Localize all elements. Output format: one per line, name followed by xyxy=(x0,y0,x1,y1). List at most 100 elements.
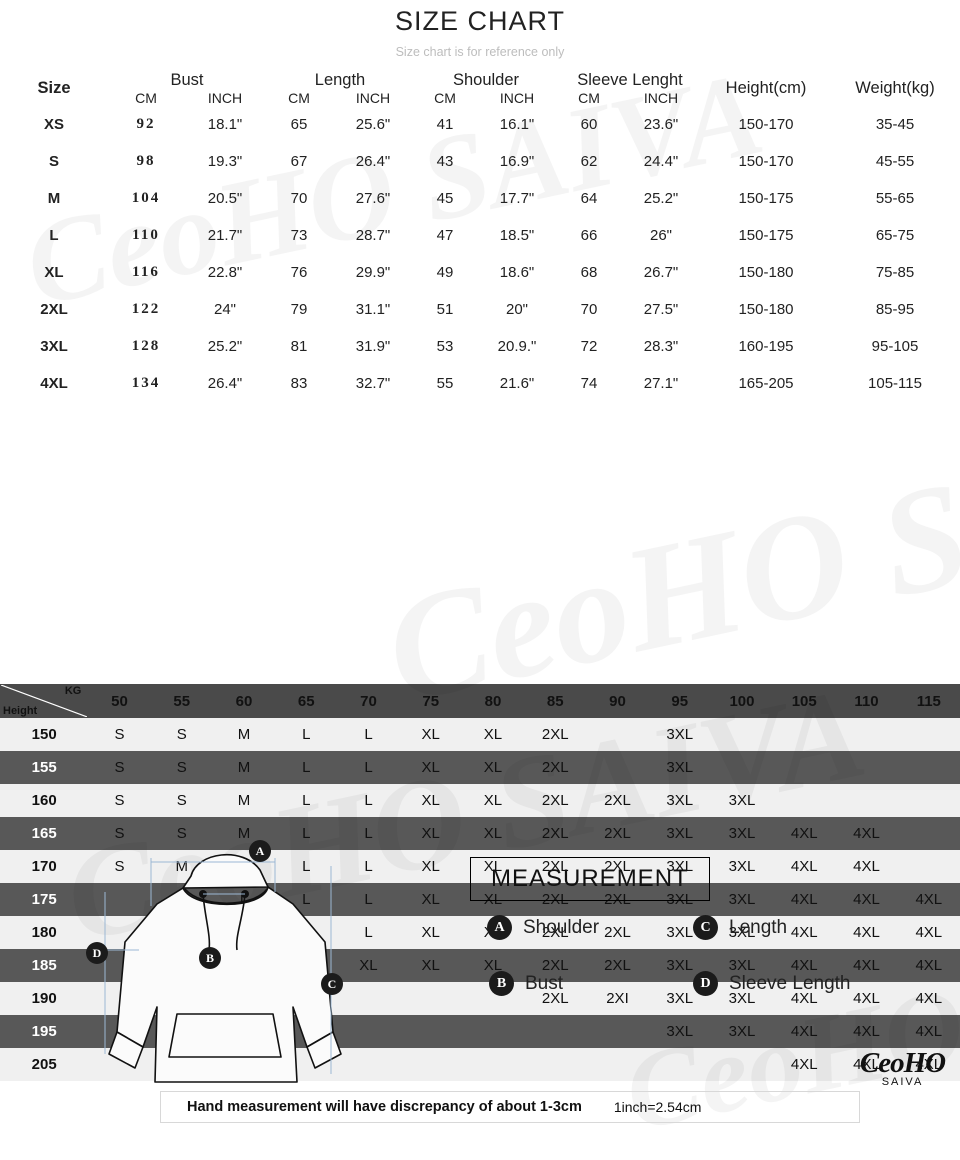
grid-cell: 4XL xyxy=(835,883,898,916)
cell-weight: 45-55 xyxy=(875,153,915,170)
unit-sleeve-inch: INCH xyxy=(643,90,679,106)
table-row: L 110 21.7" 73 28.7" 47 18.5" 66 26" 150… xyxy=(0,217,960,254)
cell-shoulder-inch: 16.9" xyxy=(499,153,535,170)
grid-cell: XL xyxy=(399,751,462,784)
grid-cell: 2XL xyxy=(524,982,587,1015)
grid-cell: L xyxy=(275,718,338,751)
cell-length-inch: 27.6" xyxy=(355,190,391,207)
cell-shoulder-cm: 47 xyxy=(436,227,454,244)
group-bust: Bust xyxy=(170,71,204,89)
measurement-section: A B C D MEASUREMENT A Shoulder C Length … xyxy=(0,402,960,1088)
grid-cell: S xyxy=(88,718,151,751)
cell-bust-inch: 20.5" xyxy=(207,190,243,207)
cell-sleeve-cm: 68 xyxy=(580,264,598,281)
grid-cell: XL xyxy=(399,916,462,949)
grid-cell: L xyxy=(337,784,400,817)
grid-row: 165 S S M L L XL XL 2XL 2XL 3XL 3XL 4XL … xyxy=(0,817,960,850)
grid-cell: M xyxy=(212,718,276,751)
grid-cell: XL xyxy=(399,784,462,817)
grid-cell: S xyxy=(88,850,151,883)
grid-cell xyxy=(586,1048,649,1081)
grid-cell: L xyxy=(275,850,338,883)
grid-cell: M xyxy=(212,784,276,817)
grid-header-row: KG Height 50 55 60 65 70 75 80 85 90 95 … xyxy=(0,684,960,718)
grid-cell xyxy=(648,1048,711,1081)
grid-cell: 4XL xyxy=(835,1048,898,1081)
cell-size: XL xyxy=(44,264,64,281)
cell-size: L xyxy=(49,227,59,244)
grid-row: 170 S M M L L XL XL 2XL 2XL 3XL 3XL 4XL … xyxy=(0,850,960,883)
diagram-label-b: B xyxy=(199,947,221,969)
legend-label-shoulder: Shoulder xyxy=(523,916,600,938)
grid-weight-header: 70 xyxy=(337,684,400,718)
grid-cell: 2XL xyxy=(524,883,587,916)
cell-size: M xyxy=(47,190,61,207)
grid-cell: 4XL xyxy=(897,1015,960,1048)
grid-cell: L xyxy=(275,817,338,850)
brand-logo-sub: SAIVA xyxy=(881,1076,924,1088)
grid-cell: XL xyxy=(461,718,525,751)
grid-cell: 4XL xyxy=(897,1048,960,1081)
cell-weight: 55-65 xyxy=(875,190,915,207)
grid-weight-header: 95 xyxy=(648,684,711,718)
grid-height-label: 205 xyxy=(0,1048,89,1081)
cell-shoulder-inch: 20" xyxy=(505,301,528,318)
table-row: 4XL 134 26.4" 83 32.7" 55 21.6" 74 27.1"… xyxy=(0,365,960,402)
legend-label-sleeve-length: Sleeve Length xyxy=(729,972,851,994)
grid-cell xyxy=(897,718,960,751)
cell-shoulder-cm: 41 xyxy=(436,116,454,133)
grid-cell: S xyxy=(150,817,213,850)
badge-b-icon: B xyxy=(489,971,514,996)
grid-height-label: 170 xyxy=(0,850,89,883)
grid-cell: S xyxy=(88,751,151,784)
page-title: SIZE CHART xyxy=(394,6,566,36)
grid-cell: L xyxy=(337,751,400,784)
cell-height: 165-205 xyxy=(738,375,794,392)
grid-cell: 4XL xyxy=(773,1015,836,1048)
legend-label-bust: Bust xyxy=(525,972,564,994)
grid-cell xyxy=(835,784,898,817)
cell-weight: 85-95 xyxy=(875,301,915,318)
grid-cell: 2XL xyxy=(586,883,649,916)
unit-shoulder-cm: CM xyxy=(434,90,456,106)
grid-height-label: 190 xyxy=(0,982,89,1015)
cell-size: XS xyxy=(43,116,64,133)
cell-height: 150-170 xyxy=(738,116,794,133)
grid-cell xyxy=(710,718,774,751)
cell-height: 150-175 xyxy=(738,227,794,244)
grid-cell: 4XL xyxy=(897,949,960,982)
cell-bust-inch: 18.1" xyxy=(207,116,243,133)
grid-cell xyxy=(773,718,836,751)
cell-sleeve-inch: 24.4" xyxy=(643,153,679,170)
cell-shoulder-inch: 18.5" xyxy=(499,227,535,244)
grid-cell xyxy=(337,1048,400,1081)
cell-sleeve-inch: 27.1" xyxy=(643,375,679,392)
grid-cell: 4XL xyxy=(897,982,960,1015)
grid-weight-header: 110 xyxy=(835,684,898,718)
size-chart-table-wrap: Size Bust Length Shoulder Sleeve Lenght … xyxy=(0,71,960,402)
cell-shoulder-inch: 21.6" xyxy=(499,375,535,392)
size-table-unit-header: CM INCH CM INCH CM INCH CM INCH xyxy=(0,90,960,106)
grid-cell: L xyxy=(337,850,400,883)
cell-length-inch: 26.4" xyxy=(355,153,391,170)
diagonal-divider-icon xyxy=(1,685,88,717)
grid-cell xyxy=(710,1048,774,1081)
grid-cell: 2XL xyxy=(586,784,649,817)
cell-sleeve-inch: 26" xyxy=(649,227,672,244)
grid-cell: 2XL xyxy=(524,949,587,982)
cell-shoulder-inch: 18.6" xyxy=(499,264,535,281)
grid-cell: 3XL xyxy=(648,718,711,751)
grid-corner-height-label: Height xyxy=(3,705,38,717)
grid-cell: XL xyxy=(461,784,525,817)
cell-bust-cm: 128 xyxy=(131,338,161,354)
grid-cell: XL xyxy=(399,718,462,751)
grid-cell: XL xyxy=(399,949,462,982)
grid-cell xyxy=(586,1015,649,1048)
grid-row: 155 S S M L L XL XL 2XL 3XL xyxy=(0,751,960,784)
cell-weight: 75-85 xyxy=(875,264,915,281)
cell-sleeve-cm: 62 xyxy=(580,153,598,170)
cell-sleeve-inch: 27.5" xyxy=(643,301,679,318)
grid-cell xyxy=(461,1048,525,1081)
cell-sleeve-inch: 23.6" xyxy=(643,116,679,133)
group-shoulder: Shoulder xyxy=(452,71,520,89)
